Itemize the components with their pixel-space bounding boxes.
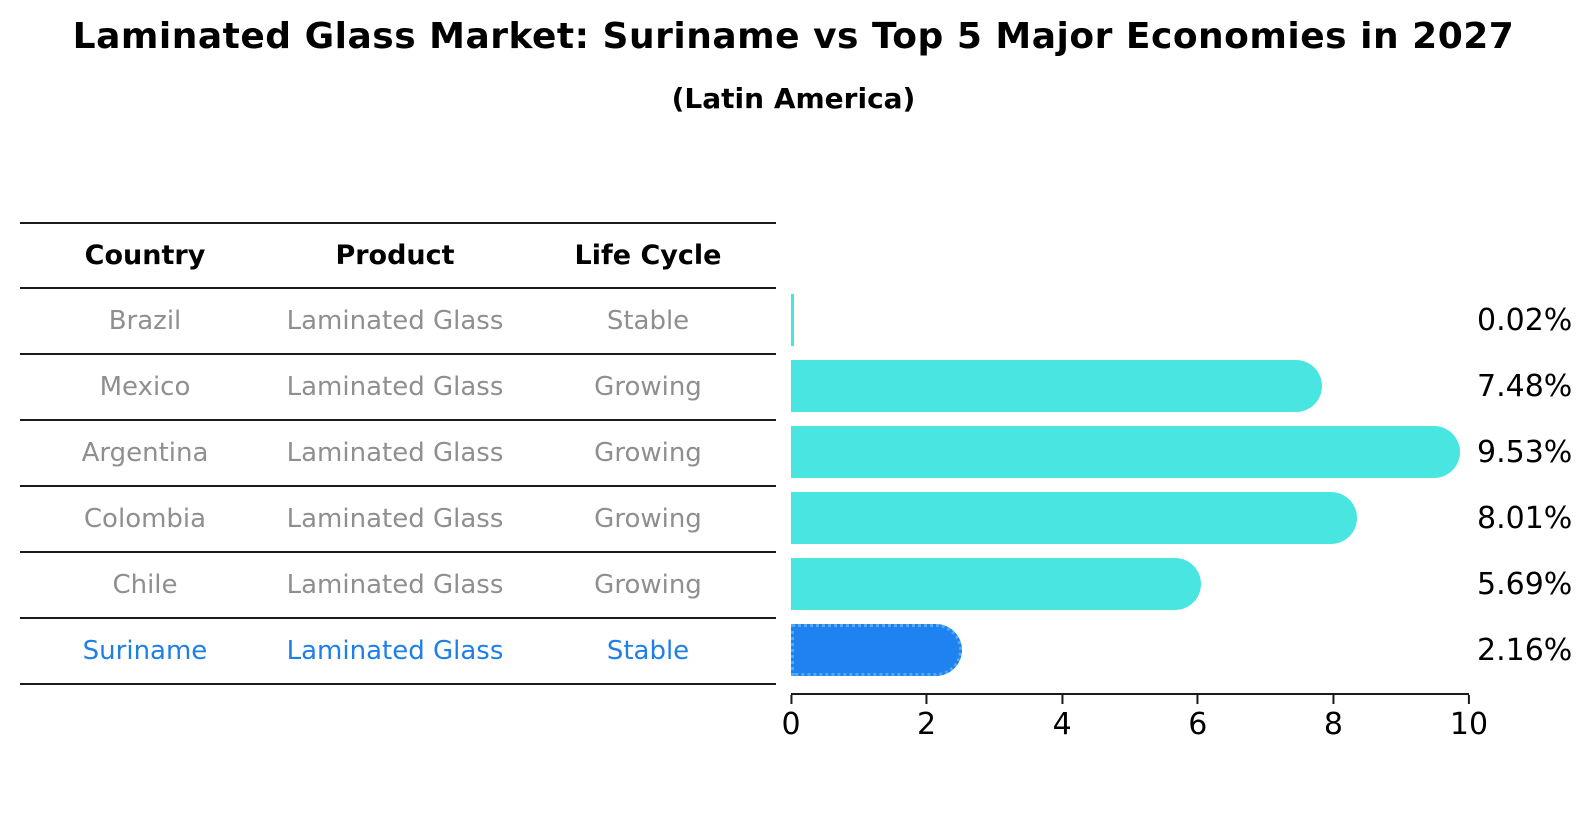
x-tick: 10 xyxy=(1450,695,1488,742)
x-tick-mark xyxy=(925,695,928,704)
table-row: Brazil Laminated Glass Stable xyxy=(20,289,776,355)
x-tick-mark xyxy=(1468,695,1470,704)
bar-row xyxy=(791,419,1467,485)
bar-row xyxy=(791,485,1467,551)
x-tick: 2 xyxy=(917,695,936,742)
x-axis: 0 2 4 6 8 10 xyxy=(781,693,1488,753)
value-label-column: 0.02% 7.48% 9.53% 8.01% 5.69% 2.16% xyxy=(1477,287,1582,683)
x-tick-label: 8 xyxy=(1323,707,1343,742)
bar-row xyxy=(791,353,1467,419)
x-tick-mark xyxy=(1196,695,1199,704)
table-body: Brazil Laminated Glass Stable Mexico Laminat… xyxy=(20,289,776,685)
table-header-row: Country Product Life Cycle xyxy=(20,224,776,289)
x-tick: 6 xyxy=(1188,695,1207,742)
value-label: 8.01% xyxy=(1477,500,1573,536)
table-row: Colombia Laminated Glass Growing xyxy=(20,487,776,553)
table-cell-country: Colombia xyxy=(83,504,207,534)
chart-title: Laminated Glass Market: Suriname vs Top … xyxy=(72,16,1515,57)
table-cell-product: Laminated Glass xyxy=(286,570,504,600)
x-tick-mark xyxy=(790,695,792,704)
table-cell-country: Chile xyxy=(112,570,178,600)
x-tick: 0 xyxy=(781,695,801,742)
bar-chile xyxy=(791,558,1201,610)
x-tick: 8 xyxy=(1324,695,1343,742)
value-label: 0.02% xyxy=(1477,302,1573,338)
x-tick-label: 6 xyxy=(1188,707,1208,742)
x-tick: 4 xyxy=(1053,695,1072,742)
table-row: Mexico Laminated Glass Growing xyxy=(20,355,776,421)
table-cell-product: Laminated Glass xyxy=(286,504,504,534)
chart-subtitle: (Latin America) xyxy=(671,82,916,115)
table-row: Suriname Laminated Glass Stable xyxy=(20,619,776,685)
table-cell-life-cycle: Growing xyxy=(594,570,702,600)
value-label: 9.53% xyxy=(1477,434,1573,470)
bar-brazil xyxy=(791,294,794,346)
country-table: Country Product Life Cycle Brazil Laminated… xyxy=(20,222,776,685)
x-tick-mark xyxy=(1332,695,1335,704)
table-cell-life-cycle: Stable xyxy=(606,636,690,666)
table-header-cell: Country xyxy=(84,240,206,271)
table-cell-life-cycle: Stable xyxy=(606,306,690,336)
bar-suriname xyxy=(791,624,962,676)
value-label: 7.48% xyxy=(1477,368,1573,404)
x-tick-mark xyxy=(1061,695,1064,704)
bar-row xyxy=(791,551,1467,617)
bar-argentina xyxy=(791,426,1460,478)
table-row: Argentina Laminated Glass Growing xyxy=(20,421,776,487)
x-axis-line xyxy=(791,693,1469,695)
value-label: 2.16% xyxy=(1477,632,1573,668)
table-cell-product: Laminated Glass xyxy=(286,636,504,666)
table-cell-product: Laminated Glass xyxy=(286,438,504,468)
table-cell-life-cycle: Growing xyxy=(594,372,702,402)
value-label: 5.69% xyxy=(1477,566,1573,602)
bar-mexico xyxy=(791,360,1322,412)
table-cell-country: Suriname xyxy=(82,636,208,666)
table-cell-product: Laminated Glass xyxy=(286,372,504,402)
table-cell-life-cycle: Growing xyxy=(594,504,702,534)
table-header-cell: Life Cycle xyxy=(574,240,722,271)
bar-row xyxy=(791,617,1467,683)
table-cell-country: Brazil xyxy=(108,306,182,336)
x-tick-label: 4 xyxy=(1052,707,1072,742)
table-cell-country: Mexico xyxy=(99,372,191,402)
bar-colombia xyxy=(791,492,1357,544)
table-cell-product: Laminated Glass xyxy=(286,306,504,336)
bar-row xyxy=(791,287,1467,353)
table-cell-life-cycle: Growing xyxy=(594,438,702,468)
table-row: Chile Laminated Glass Growing xyxy=(20,553,776,619)
table-cell-country: Argentina xyxy=(81,438,209,468)
table-header-cell: Product xyxy=(335,240,455,271)
bar-plot xyxy=(791,287,1467,683)
x-tick-label: 0 xyxy=(781,707,801,742)
x-tick-label: 10 xyxy=(1449,707,1489,742)
x-tick-label: 2 xyxy=(917,707,937,742)
